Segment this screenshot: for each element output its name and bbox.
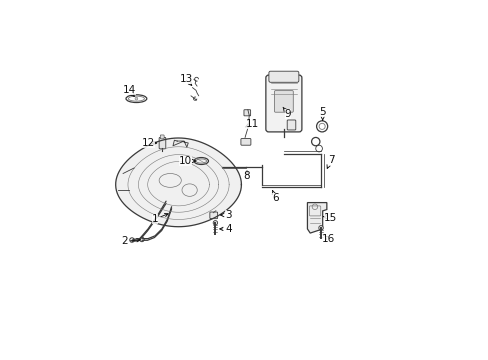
Text: 10: 10 xyxy=(179,156,195,166)
FancyBboxPatch shape xyxy=(274,91,293,112)
FancyBboxPatch shape xyxy=(241,139,250,145)
FancyBboxPatch shape xyxy=(159,138,165,149)
FancyBboxPatch shape xyxy=(286,120,295,130)
Text: 2: 2 xyxy=(121,237,140,246)
Text: 5: 5 xyxy=(319,108,325,120)
Text: 12: 12 xyxy=(142,138,157,148)
Text: 6: 6 xyxy=(272,191,278,203)
Polygon shape xyxy=(307,203,326,233)
Text: 8: 8 xyxy=(243,171,250,181)
Circle shape xyxy=(135,97,138,100)
Text: 9: 9 xyxy=(283,107,291,119)
Circle shape xyxy=(213,221,217,225)
Text: 11: 11 xyxy=(245,118,258,129)
FancyBboxPatch shape xyxy=(268,71,298,82)
Text: 3: 3 xyxy=(220,210,231,220)
FancyBboxPatch shape xyxy=(265,75,301,132)
Text: 1: 1 xyxy=(151,213,168,224)
FancyBboxPatch shape xyxy=(244,110,250,116)
Text: 14: 14 xyxy=(122,85,136,96)
Text: 15: 15 xyxy=(323,213,336,223)
Text: 4: 4 xyxy=(219,224,231,234)
Polygon shape xyxy=(116,138,241,227)
Circle shape xyxy=(318,226,323,230)
Text: 13: 13 xyxy=(179,74,193,85)
Text: 7: 7 xyxy=(326,155,334,168)
FancyBboxPatch shape xyxy=(160,135,164,139)
FancyBboxPatch shape xyxy=(209,212,217,219)
Text: 16: 16 xyxy=(321,234,334,244)
Polygon shape xyxy=(173,140,188,147)
